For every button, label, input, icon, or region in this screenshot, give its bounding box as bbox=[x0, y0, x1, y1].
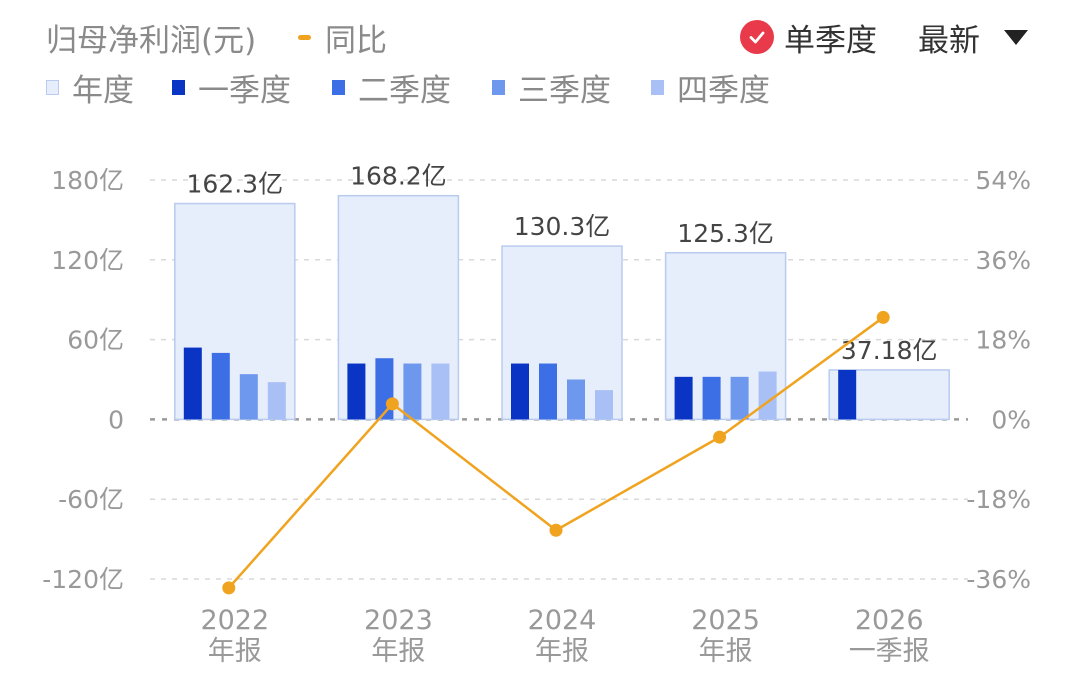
y-right-tick-label: -18% bbox=[966, 485, 1031, 514]
legend-swatch-q4 bbox=[651, 79, 664, 95]
legend-item-q2[interactable]: 二季度 bbox=[332, 65, 451, 110]
y-left-tick-label: -120亿 bbox=[42, 565, 124, 594]
annual-data-label: 37.18亿 bbox=[841, 336, 938, 365]
yoy-point bbox=[385, 397, 399, 411]
chart-title: 归母净利润(元) bbox=[46, 22, 257, 59]
quarter-bar bbox=[702, 376, 721, 420]
legend-label-q4: 四季度 bbox=[677, 72, 770, 109]
quarter-bar bbox=[211, 352, 230, 420]
x-tick-label: 2026 bbox=[855, 605, 924, 636]
check-icon bbox=[740, 20, 774, 54]
chart-header: 归母净利润(元) 同比 单季度 最新 bbox=[0, 14, 1080, 60]
x-tick-label: 年报 bbox=[535, 636, 589, 667]
annual-data-label: 130.3亿 bbox=[514, 212, 611, 241]
y-left-tick-label: 180亿 bbox=[51, 166, 124, 195]
quarter-bar bbox=[403, 363, 422, 420]
legend-item-q4[interactable]: 四季度 bbox=[651, 65, 770, 110]
y-right-tick-label: 54% bbox=[975, 166, 1031, 195]
quarter-bar bbox=[267, 382, 286, 420]
legend-label-annual: 年度 bbox=[72, 72, 134, 109]
single-quarter-toggle[interactable]: 单季度 bbox=[740, 15, 877, 60]
x-tick-label: 2022 bbox=[200, 605, 269, 636]
quarter-bar bbox=[347, 363, 366, 420]
legend-label-q1: 一季度 bbox=[198, 72, 291, 109]
yoy-legend: 同比 bbox=[298, 15, 387, 60]
quarter-bar bbox=[758, 371, 777, 420]
legend-swatch-q2 bbox=[332, 79, 345, 95]
legend-label-q2: 二季度 bbox=[358, 72, 451, 109]
y-left-tick-label: 0 bbox=[108, 405, 124, 434]
x-tick-label: 2023 bbox=[364, 605, 433, 636]
legend-swatch-q1 bbox=[172, 79, 185, 95]
yoy-point bbox=[876, 310, 890, 324]
legend-label-q3: 三季度 bbox=[518, 72, 611, 109]
quarter-bar bbox=[539, 363, 557, 420]
legend-item-q3[interactable]: 三季度 bbox=[492, 65, 611, 110]
x-tick-label: 2024 bbox=[528, 605, 597, 636]
annual-data-label: 125.3亿 bbox=[677, 219, 774, 248]
quarter-bar bbox=[183, 347, 202, 420]
quarter-bar bbox=[431, 363, 450, 420]
quarter-bar bbox=[674, 376, 693, 420]
quarter-bar bbox=[511, 363, 529, 420]
y-right-tick-label: -36% bbox=[966, 565, 1031, 594]
legend-item-q1[interactable]: 一季度 bbox=[172, 65, 291, 110]
period-dropdown-label: 最新 bbox=[918, 22, 980, 59]
quarter-bar bbox=[375, 358, 394, 420]
annual-data-label: 168.2亿 bbox=[350, 162, 447, 191]
legend-item-annual[interactable]: 年度 bbox=[46, 65, 134, 110]
y-left-tick-label: 60亿 bbox=[67, 326, 124, 355]
legend-swatch-q3 bbox=[492, 79, 505, 95]
chevron-down-icon bbox=[1004, 29, 1028, 45]
quarter-bar bbox=[567, 379, 585, 420]
y-left-tick-label: -60亿 bbox=[58, 485, 124, 514]
x-tick-label: 2025 bbox=[691, 605, 760, 636]
x-tick-label: 一季报 bbox=[849, 636, 930, 667]
y-right-tick-label: 0% bbox=[991, 405, 1031, 434]
yoy-line-marker bbox=[298, 34, 311, 40]
period-dropdown[interactable]: 最新 bbox=[918, 15, 1028, 60]
quarter-bar bbox=[838, 369, 857, 420]
chart-legend: 年度 一季度 二季度 三季度 四季度 bbox=[0, 64, 1080, 110]
yoy-legend-label: 同比 bbox=[325, 22, 387, 59]
yoy-point bbox=[713, 430, 727, 444]
y-right-tick-label: 18% bbox=[975, 326, 1031, 355]
annual-data-label: 162.3亿 bbox=[187, 170, 284, 199]
quarter-bar bbox=[239, 374, 258, 420]
legend-swatch-annual bbox=[46, 79, 59, 95]
yoy-point bbox=[549, 523, 563, 537]
y-left-tick-label: 120亿 bbox=[51, 246, 124, 275]
yoy-point bbox=[222, 581, 236, 595]
single-quarter-label: 单季度 bbox=[784, 22, 877, 59]
quarter-bar bbox=[730, 376, 749, 420]
x-tick-label: 年报 bbox=[208, 636, 262, 667]
x-tick-label: 年报 bbox=[699, 636, 753, 667]
quarter-bar bbox=[595, 390, 613, 420]
y-right-tick-label: 36% bbox=[975, 246, 1031, 275]
x-tick-label: 年报 bbox=[371, 636, 425, 667]
